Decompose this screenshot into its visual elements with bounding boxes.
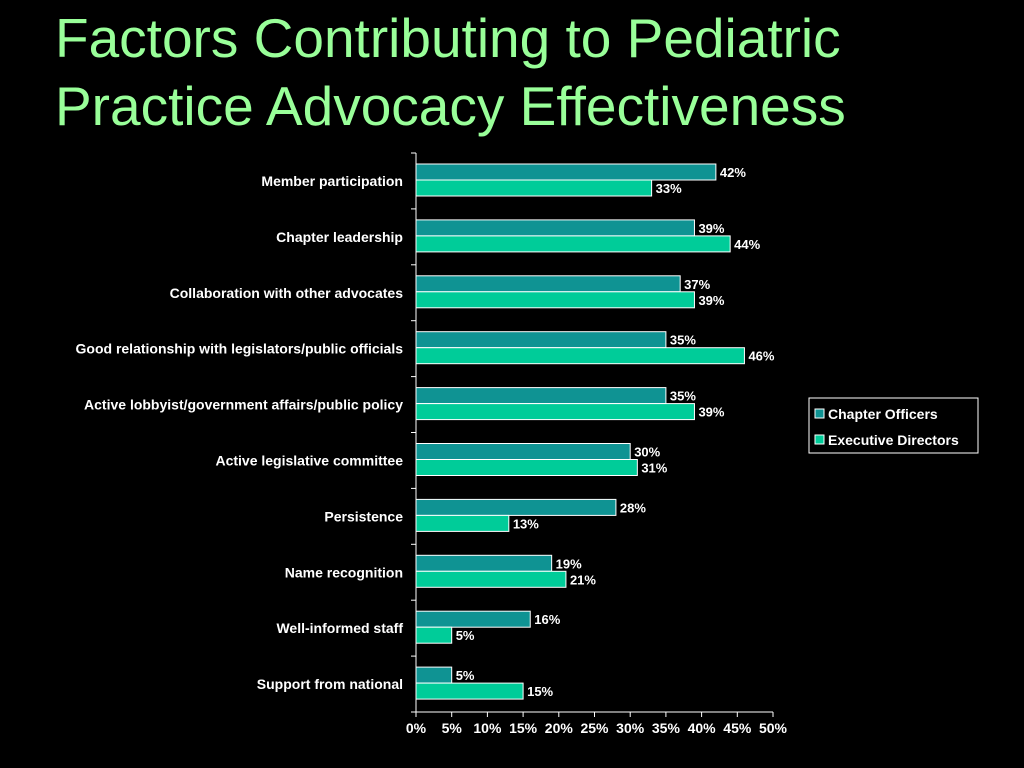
- x-tick-label: 50%: [759, 720, 788, 736]
- category-label: Good relationship with legislators/publi…: [76, 341, 404, 357]
- category-label: Persistence: [324, 508, 403, 524]
- category-label: Chapter leadership: [276, 229, 403, 245]
- data-label: 39%: [698, 293, 724, 308]
- bar-chapter-officers: [415, 554, 553, 572]
- data-label: 44%: [734, 237, 760, 252]
- data-label: 39%: [698, 405, 724, 420]
- bar-chapter-officers: [415, 387, 667, 405]
- bar-executive-directors: [415, 626, 453, 644]
- category-label: Name recognition: [285, 564, 403, 580]
- bar-executive-directors: [415, 347, 745, 365]
- data-label: 28%: [620, 500, 646, 515]
- x-tick-label: 25%: [580, 720, 609, 736]
- chart-labels: Member participation 42% 33% Chapter leader…: [76, 165, 775, 699]
- category-label: Collaboration with other advocates: [170, 285, 404, 301]
- data-label: 37%: [684, 277, 710, 292]
- bar-executive-directors: [415, 514, 510, 532]
- data-label: 13%: [513, 516, 539, 531]
- data-label: 5%: [456, 668, 475, 683]
- x-tick-label: 45%: [723, 720, 752, 736]
- slide-title-line-1: Factors Contributing to Pediatric: [55, 7, 841, 69]
- category-label: Member participation: [261, 173, 403, 189]
- x-tick-label: 15%: [509, 720, 538, 736]
- category-label: Active legislative committee: [215, 452, 403, 468]
- bar-chapter-officers: [415, 610, 531, 628]
- bar-executive-directors: [415, 291, 695, 309]
- bar-chapter-officers: [415, 219, 695, 237]
- data-label: 33%: [656, 181, 682, 196]
- bar-chapter-officers: [415, 666, 453, 684]
- data-label: 15%: [527, 684, 553, 699]
- slide-title: Factors Contributing to Pediatric Practi…: [55, 4, 1015, 140]
- bar-chapter-officers: [415, 498, 617, 516]
- bar-chapter-officers: [415, 331, 667, 349]
- bar-executive-directors: [415, 403, 695, 421]
- data-label: 39%: [698, 221, 724, 236]
- data-label: 35%: [670, 333, 696, 348]
- x-tick-label: 0%: [406, 720, 427, 736]
- bar-chapter-officers: [415, 275, 681, 293]
- category-label: Active lobbyist/government affairs/publi…: [84, 397, 403, 413]
- x-tick-label: 35%: [652, 720, 681, 736]
- chart-legend: Chapter Officers Executive Directors: [808, 397, 979, 454]
- bar-chapter-officers: [415, 163, 717, 181]
- slide-title-line-2: Practice Advocacy Effectiveness: [55, 75, 846, 137]
- legend-swatch: [814, 434, 825, 445]
- data-label: 42%: [720, 165, 746, 180]
- x-tick-label: 5%: [442, 720, 463, 736]
- legend-label: Chapter Officers: [828, 406, 938, 422]
- data-label: 46%: [748, 349, 774, 364]
- x-tick-label: 30%: [616, 720, 645, 736]
- data-label: 5%: [456, 628, 475, 643]
- data-label: 30%: [634, 445, 660, 460]
- category-label: Support from national: [257, 676, 403, 692]
- data-label: 21%: [570, 572, 596, 587]
- bar-executive-directors: [415, 179, 653, 197]
- chart-bars: [415, 163, 745, 700]
- bar-executive-directors: [415, 570, 567, 588]
- data-label: 19%: [556, 556, 582, 571]
- bar-executive-directors: [415, 235, 731, 253]
- legend-label: Executive Directors: [828, 432, 959, 448]
- legend-swatch: [814, 408, 825, 419]
- data-label: 16%: [534, 612, 560, 627]
- x-tick-label: 10%: [473, 720, 502, 736]
- x-tick-label: 20%: [545, 720, 574, 736]
- bar-chapter-officers: [415, 443, 631, 460]
- bar-executive-directors: [415, 682, 524, 700]
- x-tick-label: 40%: [688, 720, 717, 736]
- legend-box: [808, 397, 979, 454]
- bar-executive-directors: [415, 459, 638, 476]
- category-label: Well-informed staff: [276, 620, 403, 636]
- data-label: 31%: [641, 461, 667, 476]
- data-label: 35%: [670, 389, 696, 404]
